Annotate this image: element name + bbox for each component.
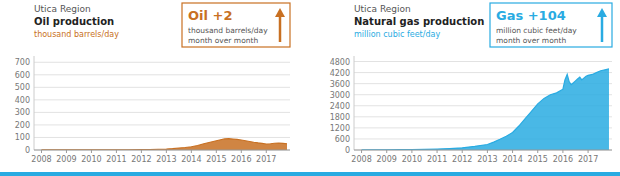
x-tick-label: 2015 [528, 155, 548, 164]
area-line [362, 69, 609, 150]
y-tick-label: 4800 [330, 58, 350, 67]
y-axis-label: thousand barrels/day [34, 30, 119, 39]
bottom-band [0, 172, 620, 176]
x-tick-label: 2009 [377, 155, 397, 164]
y-tick-label: 600 [335, 135, 350, 144]
data-group [362, 69, 609, 150]
y-tick-label: 200 [15, 121, 30, 130]
area-fill [362, 69, 609, 150]
annotation-text: month over month [188, 36, 258, 45]
x-axis-line [354, 150, 612, 151]
annotation-box [490, 3, 612, 47]
x-tick-label: 2017 [256, 155, 276, 164]
y-axis-line [34, 56, 35, 150]
annotation-arrow [601, 16, 604, 42]
panel: 0 100 200 300 400 500 600 700 2008 2009 2010 2011 20… [15, 3, 290, 164]
x-tick-label: 2012 [452, 155, 472, 164]
y-tick-label: 1200 [330, 124, 350, 133]
grid-line [34, 74, 290, 75]
x-tick-label: 2011 [106, 155, 126, 164]
y-axis-line [354, 56, 355, 150]
y-tick-label: 0 [345, 146, 350, 155]
grid-line [34, 62, 290, 63]
annotation-headline: Gas +104 [496, 8, 566, 23]
x-tick-label: 2014 [502, 155, 522, 164]
x-tick-label: 2009 [56, 155, 76, 164]
x-tick-label: 2017 [578, 155, 598, 164]
grid-line [34, 137, 290, 138]
y-tick-label: 500 [15, 83, 30, 92]
x-axis-line [34, 150, 290, 151]
grid-line [34, 150, 290, 151]
grid-line [354, 150, 612, 151]
annotation-headline: Oil +2 [188, 8, 232, 23]
x-tick-label: 2014 [181, 155, 201, 164]
x-tick-label: 2011 [427, 155, 447, 164]
title: Oil production [34, 16, 114, 27]
annotation-text: thousand barrels/day [188, 26, 268, 35]
title: Natural gas production [354, 16, 484, 27]
grid-line [354, 72, 612, 73]
y-tick-label: 300 [15, 108, 30, 117]
y-tick-label: 4200 [330, 69, 350, 78]
annotation-text: million cubic feet/day [496, 26, 577, 35]
chart-root: 0 100 200 300 400 500 600 700 2008 2009 2010 2011 20… [0, 0, 620, 176]
y-tick-label: 2400 [330, 102, 350, 111]
x-tick-label: 2010 [402, 155, 422, 164]
data-group [41, 139, 287, 150]
x-tick-label: 2013 [156, 155, 176, 164]
x-tick-label: 2016 [553, 155, 573, 164]
y-tick-label: 0 [25, 146, 30, 155]
y-tick-label: 600 [15, 71, 30, 80]
annotation-box [182, 3, 290, 47]
grid-line [34, 124, 290, 125]
annotation-arrow [279, 16, 282, 42]
y-tick-label: 3600 [330, 80, 350, 89]
annotation-arrow-head [275, 8, 285, 17]
y-tick-label: 3000 [330, 91, 350, 100]
x-tick-label: 2010 [81, 155, 101, 164]
y-axis-label: million cubic feet/day [354, 30, 440, 39]
subtitle: Utica Region [34, 4, 91, 14]
x-tick-label: 2013 [477, 155, 497, 164]
y-tick-label: 700 [15, 58, 30, 67]
grid-line [34, 87, 290, 88]
x-tick-label: 2008 [31, 155, 51, 164]
x-tick-label: 2016 [231, 155, 251, 164]
y-tick-label: 1800 [330, 113, 350, 122]
annotation-text: month over month [496, 36, 566, 45]
subtitle: Utica Region [354, 4, 411, 14]
x-tick-label: 2015 [206, 155, 226, 164]
area-line [41, 139, 287, 150]
x-tick-label: 2008 [351, 155, 371, 164]
area-fill [41, 139, 287, 150]
y-tick-label: 400 [15, 96, 30, 105]
panel: 0 600 1200 1800 2400 3000 3600 4200 4800 2008 2009… [330, 3, 612, 164]
y-tick-label: 100 [15, 133, 30, 142]
annotation-arrow-head [597, 8, 607, 17]
grid-line [34, 112, 290, 113]
x-tick-label: 2012 [131, 155, 151, 164]
grid-line [354, 61, 612, 62]
grid-line [34, 99, 290, 100]
